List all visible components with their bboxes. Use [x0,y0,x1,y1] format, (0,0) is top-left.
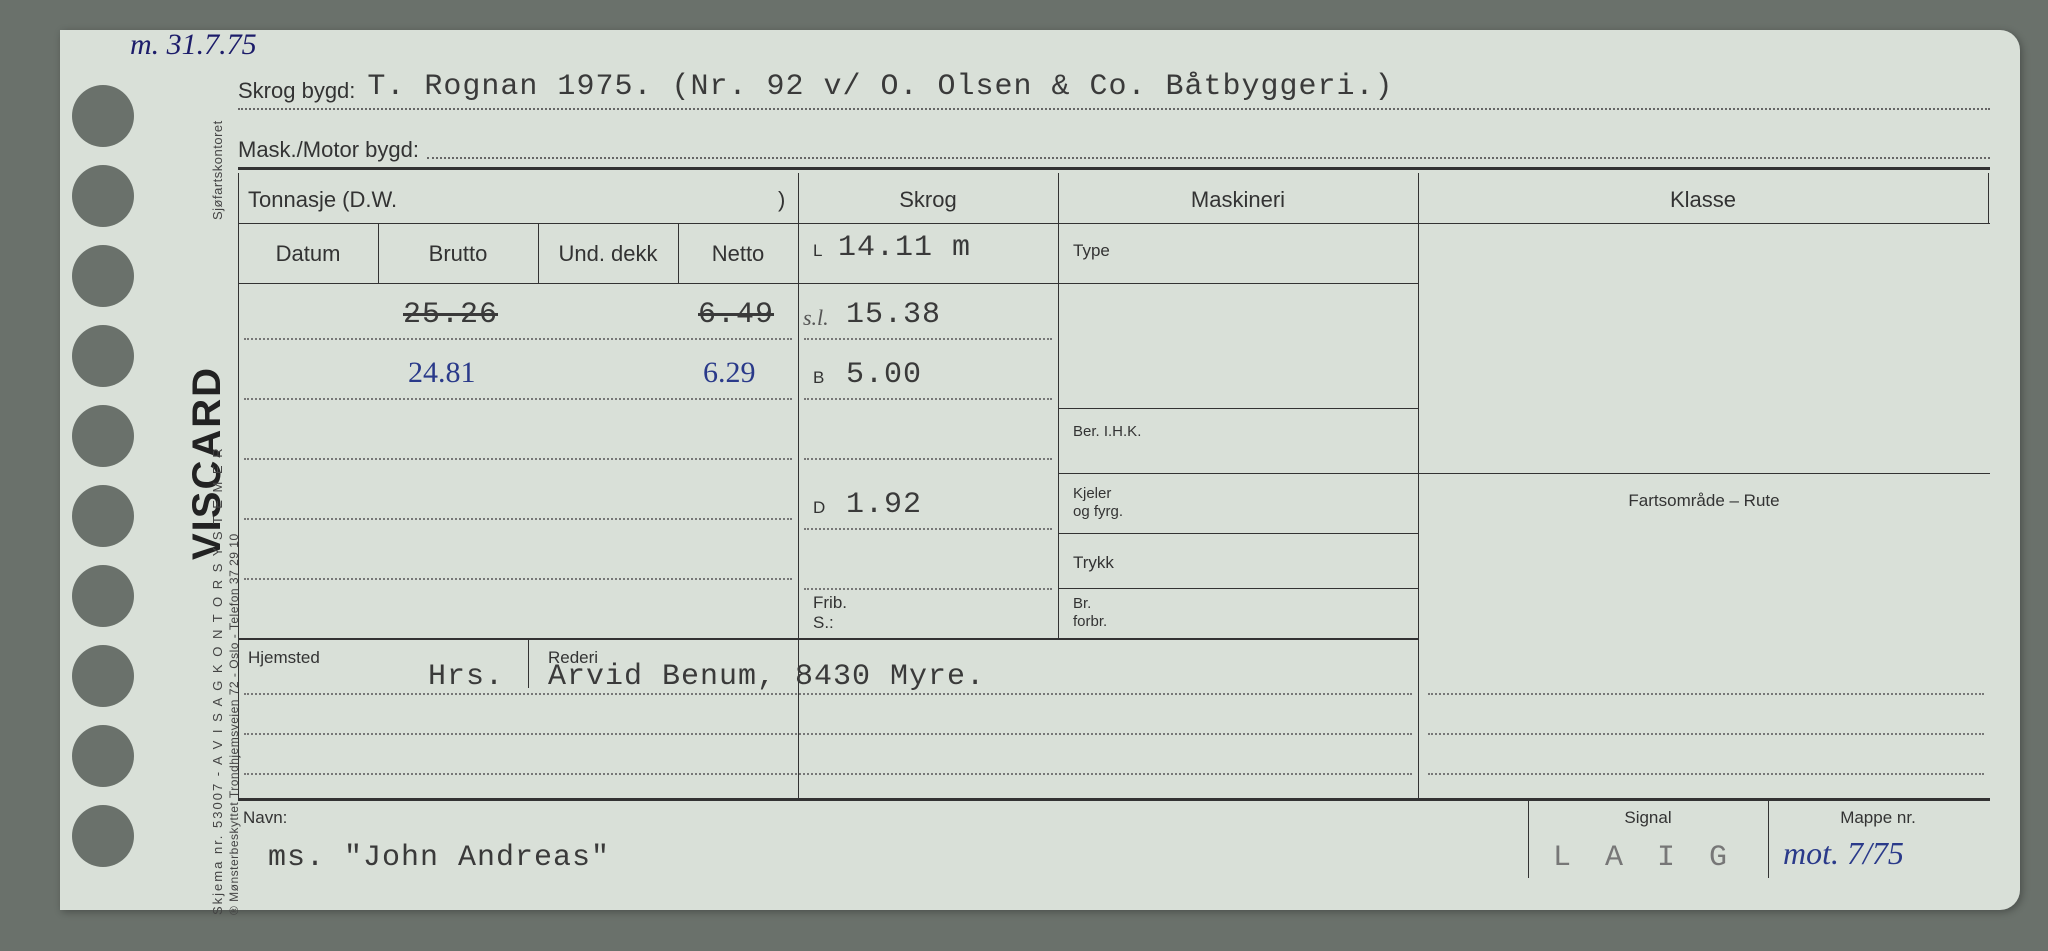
form-content: Skrog bygd: T. Rognan 1975. (Nr. 92 v/ O… [238,55,1990,895]
sl-label: s.l. [803,305,829,331]
signal-value: L A I G [1553,841,1735,875]
maskineri-header: Maskineri [1058,187,1418,213]
brutto-header: Brutto [378,241,538,267]
mappe-label: Mappe nr. [1768,808,1988,828]
main-grid: Tonnasje (D.W. ) Skrog Maskineri Klasse … [238,173,1990,873]
index-card: m. 31.7.75 Sjøfartskontoret VISCARD Skje… [60,30,2020,910]
klasse-header: Klasse [1418,187,1988,213]
forbr-label: forbr. [1073,613,1107,630]
netto-header: Netto [678,241,798,267]
farts-label: Fartsområde – Rute [1418,491,1990,511]
s-label: S.: [813,613,834,633]
skrog-bygd-label: Skrog bygd: [238,78,355,104]
kjeler-label: Kjeler [1073,485,1111,502]
L-label: L [813,241,822,261]
rederi-value: Arvid Benum, 8430 Myre. [548,660,985,694]
sl-value: 15.38 [846,298,941,332]
fyrg-label: og fyrg. [1073,503,1123,520]
navn-value: ms. "John Andreas" [268,841,610,875]
tonnasje-close: ) [778,187,785,213]
br-label: Br. [1073,595,1091,612]
side-print: Sjøfartskontoret VISCARD Skjema nr. 5300… [155,80,195,910]
hjemsted-label: Hjemsted [248,648,320,668]
signal-label: Signal [1528,808,1768,828]
navn-label: Navn: [243,808,287,828]
mask-bygd-row: Mask./Motor bygd: [238,110,1990,170]
netto-strike: 6.49 [698,298,774,332]
mask-bygd-label: Mask./Motor bygd: [238,137,419,163]
frib-label: Frib. [813,593,847,613]
mappe-value: mot. 7/75 [1783,835,1904,872]
type-label: Type [1073,241,1110,261]
side-line1: Skjema nr. 53007 - A V I S A G K O N T O… [210,446,225,915]
B-value: 5.00 [846,358,922,392]
ber-label: Ber. I.H.K. [1073,423,1141,440]
D-value: 1.92 [846,488,922,522]
L-value: 14.11 m [838,231,971,265]
brutto-strike: 25.26 [403,298,498,332]
netto-hand: 6.29 [703,356,756,390]
unddekk-header: Und. dekk [538,241,678,267]
tonnasje-label: Tonnasje (D.W. [248,187,397,213]
skrog-bygd-row: Skrog bygd: T. Rognan 1975. (Nr. 92 v/ O… [238,55,1990,110]
B-label: B [813,368,824,388]
trykk-label: Trykk [1073,553,1114,573]
D-label: D [813,498,825,518]
side-sjofart: Sjøfartskontoret [210,120,225,220]
skrog-bygd-value: T. Rognan 1975. (Nr. 92 v/ O. Olsen & Co… [363,70,1393,104]
hjemsted-value: Hrs. [428,660,504,694]
brutto-hand: 24.81 [408,356,476,390]
skrog-header: Skrog [798,187,1058,213]
datum-header: Datum [238,241,378,267]
